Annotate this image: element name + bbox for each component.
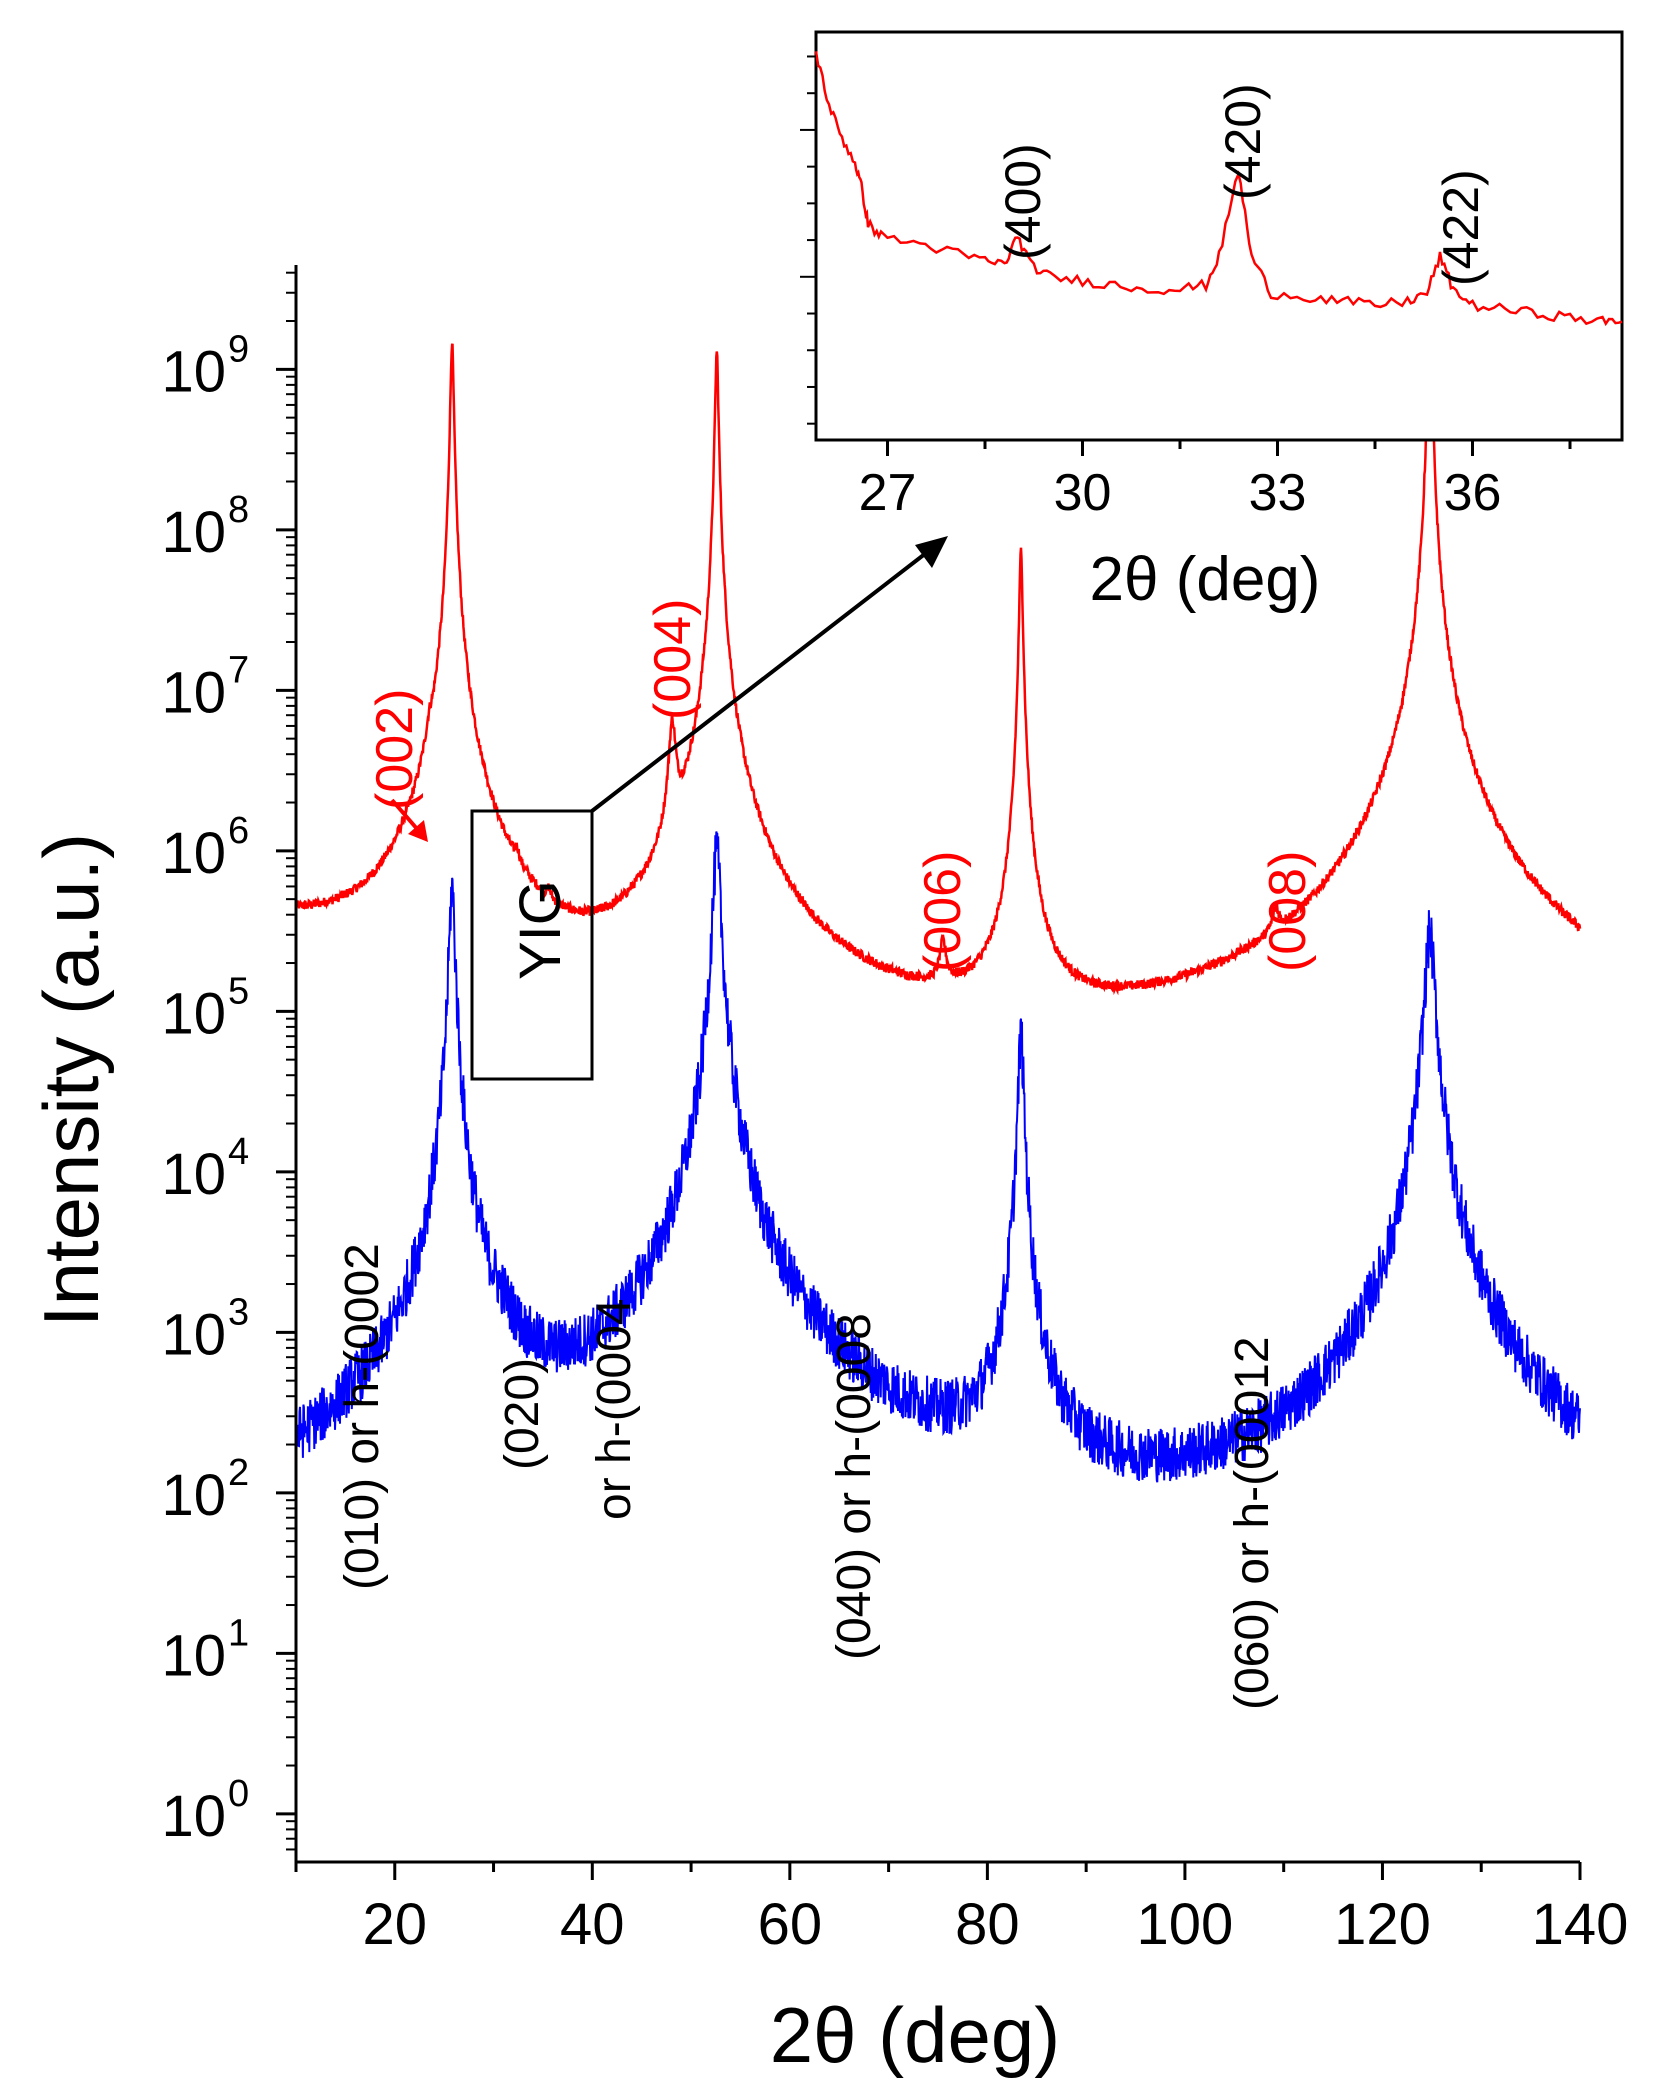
main-x-tick-label: 20 — [363, 1892, 428, 1957]
inset-label-422: (422) — [1433, 169, 1489, 286]
main-y-tick-exponent: 8 — [228, 489, 249, 531]
main-y-tick-exponent: 9 — [228, 328, 249, 370]
main-x-axis-title: 2θ (deg) — [770, 1991, 1061, 2079]
main-y-tick-label: 10 — [161, 981, 226, 1046]
inset-y-ticks — [800, 55, 816, 425]
main-plot: 20 40 60 80 100 120 140 10 010 110 210 310 410 510 61… — [27, 265, 1628, 2079]
blue-series — [295, 831, 1581, 1483]
main-x-tick-label: 140 — [1532, 1892, 1629, 1957]
main-y-axis-title: Intensity (a.u.) — [27, 833, 115, 1327]
yig-arrow-head — [915, 536, 948, 568]
main-y-tick-label: 10 — [161, 1302, 226, 1367]
blue-series-line — [295, 831, 1581, 1483]
red-series — [294, 288, 1582, 996]
main-x-tick-label: 40 — [560, 1892, 625, 1957]
label-006: (006) — [914, 851, 972, 972]
main-y-tick-label: 10 — [161, 339, 226, 404]
main-x-tick-label: 60 — [758, 1892, 823, 1957]
label-060: (060) or h-(00012 — [1226, 1336, 1279, 1710]
label-002: (002) — [366, 689, 424, 810]
inset-x-tick-label: 36 — [1444, 464, 1502, 522]
label-020: (020) — [496, 1358, 549, 1470]
main-x-tick-label: 80 — [955, 1892, 1020, 1957]
red-series-line — [294, 288, 1582, 996]
main-y-tick-exponent: 3 — [228, 1291, 249, 1333]
main-y-tick-label: 10 — [161, 500, 226, 565]
main-y-tick-label: 10 — [161, 1784, 226, 1849]
main-y-tick-label: 10 — [161, 1142, 226, 1207]
main-y-tick-exponent: 5 — [228, 970, 249, 1012]
label-040: (040) or h-(0008 — [828, 1313, 881, 1660]
label-004: (004) — [644, 599, 702, 720]
inset-frame — [814, 30, 1624, 442]
main-y-tick-label: 10 — [161, 660, 226, 725]
label-010: (010) or h-(0002 — [336, 1243, 389, 1590]
label-008: (008) — [1259, 851, 1317, 972]
main-x-tick-label: 100 — [1137, 1892, 1234, 1957]
main-axes — [294, 265, 1580, 1864]
main-y-tick-label: 10 — [161, 1463, 226, 1528]
inset-x-axis-title: 2θ (deg) — [1090, 545, 1321, 614]
main-y-tick-exponent: 4 — [228, 1131, 249, 1173]
yig-arrow-line — [590, 548, 932, 813]
yig-label: YIG — [508, 880, 573, 980]
label-002-arrow — [390, 798, 420, 832]
yig-box — [470, 809, 594, 1081]
main-y-tick-label: 10 — [161, 821, 226, 886]
inset-label-400: (400) — [995, 143, 1051, 260]
main-y-tick-exponent: 0 — [228, 1773, 249, 1815]
inset-x-tick-label: 33 — [1249, 464, 1307, 522]
main-y-tick-exponent: 6 — [228, 810, 249, 852]
label-002-arrow-head — [408, 820, 428, 842]
main-x-tick-label: 120 — [1334, 1892, 1431, 1957]
main-y-tick-label: 10 — [161, 1623, 226, 1688]
inset-red-line — [814, 51, 1623, 327]
label-0004: or h-(0004 — [588, 1299, 641, 1520]
inset-x-ticks: 27 30 33 36 — [859, 440, 1572, 522]
inset-x-tick-label: 30 — [1054, 464, 1112, 522]
main-x-ticks: 20 40 60 80 100 120 140 — [294, 1862, 1629, 1957]
main-y-tick-exponent: 2 — [228, 1452, 249, 1494]
main-y-tick-exponent: 7 — [228, 649, 249, 691]
inset-x-tick-label: 27 — [859, 464, 917, 522]
main-y-tick-exponent: 1 — [228, 1612, 249, 1654]
inset-red-series — [814, 51, 1623, 327]
inset-label-420: (420) — [1215, 83, 1271, 200]
inset-plot: 27 30 33 36 2θ (deg) (400) (420) (422) — [800, 30, 1624, 614]
